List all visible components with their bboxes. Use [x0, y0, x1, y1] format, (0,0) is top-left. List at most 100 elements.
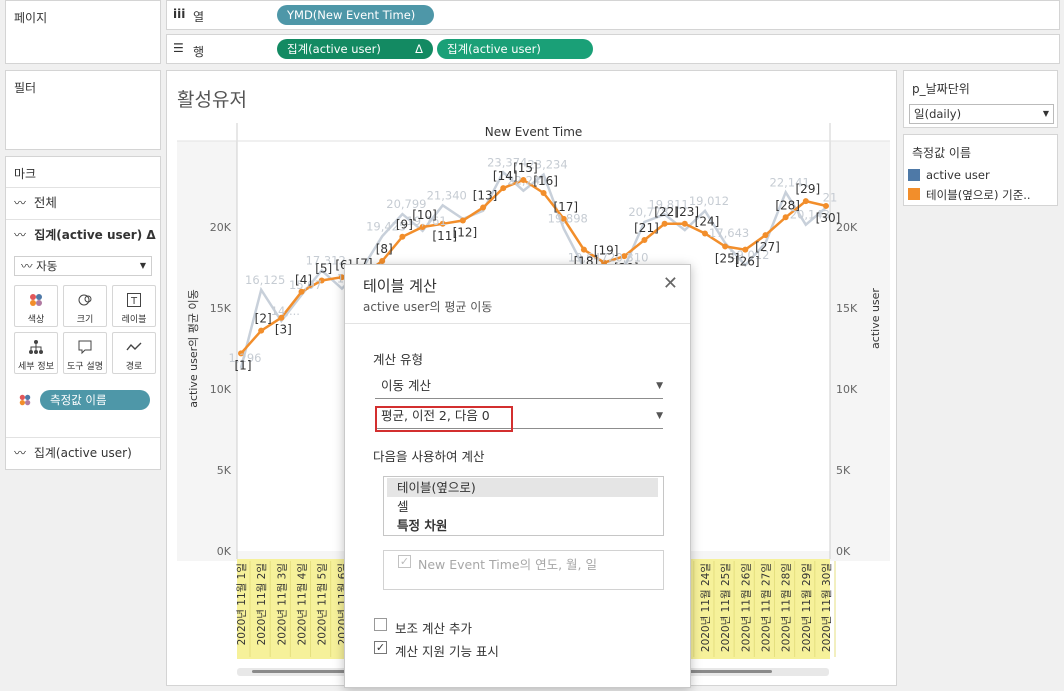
compute-option[interactable]: 셀: [397, 499, 409, 514]
filters-panel: 필터: [5, 70, 161, 150]
x-tick-label: 2020년 11월 2일: [255, 563, 268, 645]
y-tick-left: 10K: [210, 383, 232, 396]
active-user-value-label: 20,143: [790, 208, 830, 222]
moving-avg-point: [823, 202, 829, 209]
dialog-divider: [345, 323, 690, 324]
marks-measure1-row[interactable]: 〰 집계(active user) Δ: [6, 219, 160, 249]
moving-avg-point: [480, 204, 487, 211]
calc-detail-select[interactable]: 평균, 이전 2, 다음 0 ▼: [375, 405, 663, 429]
legend-item[interactable]: active user: [904, 167, 1054, 183]
moving-avg-point: [580, 246, 587, 253]
add-secondary-checkbox[interactable]: [374, 618, 387, 631]
columns-label: 열: [193, 10, 205, 24]
compute-using-list[interactable]: 테이블(옆으로) 셀 특정 차원: [383, 476, 664, 536]
moving-avg-point: [742, 246, 749, 253]
moving-avg-index-label: [22]: [654, 205, 679, 219]
table-calc-dialog: 테이블 계산 active user의 평균 이동 ✕ 계산 유형 이동 계산 …: [344, 264, 691, 688]
active-user-value-label: 16,125: [245, 273, 285, 287]
parameter-title: p_날짜단위: [912, 82, 970, 96]
filters-title: 필터: [14, 81, 37, 95]
active-user-value-label: 19,425: [366, 219, 406, 233]
compute-using-label: 다음을 사용하여 계산: [373, 449, 485, 464]
calc-type-label: 계산 유형: [373, 352, 423, 367]
columns-pill[interactable]: YMD(New Event Time): [277, 5, 434, 25]
legend-item[interactable]: 테이블(옆으로) 기준..: [904, 186, 1054, 202]
legend-item-label: active user: [926, 168, 990, 182]
dimension-item-label: New Event Time의 연도, 월, 일: [418, 557, 597, 572]
x-tick-label: 2020년 11월 1일: [235, 563, 248, 645]
moving-avg-point: [419, 224, 426, 230]
right-axis-title: active user: [869, 288, 882, 349]
marks-measure2-row[interactable]: 〰 집계(active user): [6, 437, 160, 467]
label-label: 레이블: [121, 315, 147, 325]
moving-avg-index-label: [21]: [634, 221, 659, 235]
y-tick-right: 5K: [836, 464, 851, 477]
detail-button[interactable]: 세부 정보: [14, 332, 58, 374]
moving-avg-point: [762, 232, 769, 239]
chevron-down-icon: ▼: [139, 261, 146, 270]
measure-names-row[interactable]: 측정값 이름: [14, 389, 154, 411]
marks-all-row[interactable]: 〰 전체: [6, 187, 160, 217]
mark-type-select[interactable]: 〰 자동 ▼: [14, 256, 152, 276]
line-icon: 〰: [14, 228, 27, 242]
close-icon[interactable]: ✕: [662, 273, 678, 294]
size-button[interactable]: 크기: [63, 285, 107, 327]
line-icon: 〰: [21, 259, 33, 273]
compute-option-selected[interactable]: 테이블(옆으로): [387, 478, 658, 497]
rows-shelf: ☰ 행 집계(active user) Δ 집계(active user): [166, 34, 1060, 64]
moving-avg-index-label: [16]: [533, 174, 558, 188]
path-button[interactable]: 경로: [112, 332, 156, 374]
rows-pill-1[interactable]: 집계(active user) Δ: [277, 39, 433, 59]
label-button[interactable]: T 레이블: [112, 285, 156, 327]
legend-item-label: 테이블(옆으로) 기준..: [926, 188, 1031, 202]
size-label: 크기: [76, 315, 94, 325]
chevron-down-icon: ▼: [656, 411, 663, 421]
legend-panel: 측정값 이름 active user 테이블(옆으로) 기준..: [903, 134, 1058, 206]
left-axis-title: active user의 평균 이동: [187, 289, 200, 408]
columns-icon: iii: [173, 7, 186, 21]
dimension-checkbox: ✓: [398, 555, 411, 568]
svg-text:T: T: [130, 296, 138, 307]
active-user-value-label: 22,141: [770, 175, 810, 189]
parameter-value: 일(daily): [914, 107, 962, 121]
highlight-box: [375, 406, 513, 432]
moving-avg-index-label: [15]: [513, 161, 538, 175]
line-icon: 〰: [14, 196, 27, 210]
moving-avg-point: [459, 217, 466, 224]
marks-measure2-label: 집계(active user): [33, 446, 132, 460]
dimension-list: ✓ New Event Time의 연도, 월, 일: [383, 550, 664, 590]
marks-all-label: 전체: [33, 195, 57, 210]
delta-icon: Δ: [146, 228, 156, 242]
compute-option[interactable]: 특정 차원: [397, 518, 448, 533]
line-icon: 〰: [14, 446, 27, 460]
columns-shelf: iii 열 YMD(New Event Time): [166, 0, 1060, 30]
detail-label: 세부 정보: [18, 362, 54, 372]
moving-avg-index-label: [3]: [275, 323, 292, 337]
color-button[interactable]: 색상: [14, 285, 58, 327]
moving-avg-index-label: [13]: [473, 189, 498, 203]
parameter-select[interactable]: 일(daily) ▼: [909, 104, 1054, 124]
x-tick-label: 2020년 11월 24일: [699, 563, 712, 652]
moving-avg-point: [258, 327, 265, 334]
show-assist-checkbox[interactable]: ✓: [374, 641, 387, 654]
y-tick-left: 15K: [210, 302, 232, 315]
active-user-value-label: 19,012: [689, 194, 729, 208]
moving-avg-index-label: [8]: [376, 242, 393, 256]
y-tick-right: 0K: [836, 545, 851, 558]
moving-avg-index-label: [27]: [755, 240, 780, 254]
x-tick-label: 2020년 11월 4일: [296, 563, 309, 645]
active-user-value-label: 20,799: [386, 197, 426, 211]
x-tick-label: 2020년 11월 26일: [739, 563, 752, 652]
tooltip-button[interactable]: 도구 설명: [63, 332, 107, 374]
y-tick-right: 15K: [836, 302, 858, 315]
moving-avg-point: [701, 230, 708, 237]
moving-avg-index-label: [5]: [315, 261, 332, 275]
moving-avg-index-label: [30]: [816, 211, 841, 225]
moving-avg-index-label: [1]: [235, 358, 252, 372]
rows-pill-2[interactable]: 집계(active user): [437, 39, 593, 59]
moving-avg-point: [540, 189, 547, 196]
calc-type-select[interactable]: 이동 계산 ▼: [375, 375, 663, 399]
measure-names-pill[interactable]: 측정값 이름: [40, 390, 150, 410]
moving-avg-index-label: [10]: [412, 208, 437, 222]
active-user-value-label: 20,778: [628, 205, 668, 219]
